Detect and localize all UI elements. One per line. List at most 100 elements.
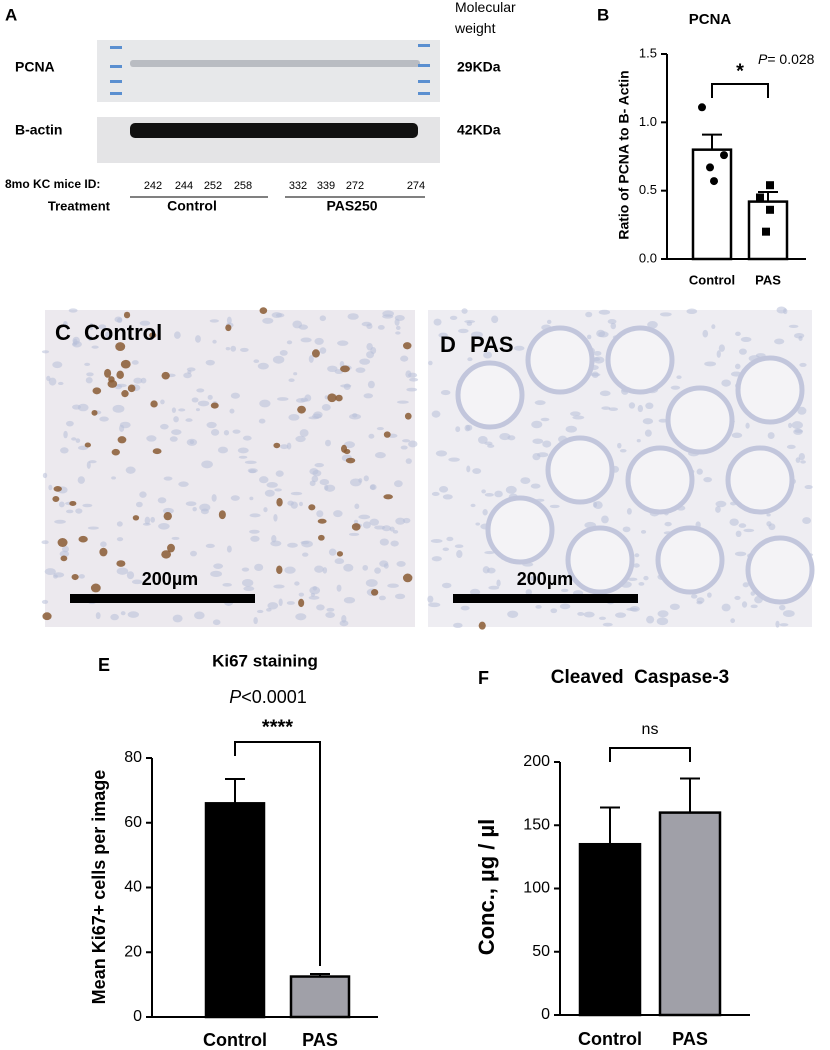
cell <box>484 441 493 446</box>
cell <box>368 433 375 439</box>
cell <box>658 418 668 423</box>
cell <box>237 447 249 454</box>
stained-nucleus <box>276 497 283 507</box>
cell <box>139 491 147 498</box>
cell <box>696 468 703 475</box>
cell <box>766 521 772 527</box>
cell <box>309 586 321 595</box>
cell <box>127 611 140 618</box>
cell <box>775 620 780 628</box>
cell <box>458 328 469 334</box>
cell <box>226 316 232 325</box>
cell <box>707 592 712 598</box>
cell <box>197 400 210 407</box>
cell <box>646 615 655 624</box>
cell <box>636 439 641 443</box>
cell <box>308 595 320 600</box>
cell <box>144 516 151 525</box>
stained-nucleus <box>53 486 62 492</box>
stained-nucleus <box>84 442 91 448</box>
cell <box>626 508 632 515</box>
stained-nucleus <box>383 431 391 438</box>
stained-nucleus <box>327 393 337 403</box>
cell <box>472 468 482 474</box>
cell <box>309 480 316 487</box>
y-tick-label: 50 <box>532 943 550 960</box>
cell <box>460 605 470 611</box>
stained-nucleus <box>120 359 131 369</box>
cell <box>225 346 231 351</box>
p-symbol: P <box>758 51 768 67</box>
stained-nucleus <box>123 311 131 319</box>
cell <box>191 397 199 403</box>
cell <box>431 410 441 418</box>
significance-bracket <box>711 83 769 98</box>
cell <box>321 403 331 411</box>
blot-membrane <box>97 40 440 102</box>
cell <box>158 523 170 530</box>
stained-nucleus <box>167 543 175 553</box>
cell <box>87 335 93 342</box>
cell <box>89 322 94 331</box>
cell <box>319 347 327 354</box>
cell <box>396 560 406 567</box>
cell <box>377 325 385 330</box>
cell <box>206 421 217 429</box>
cell <box>583 611 595 618</box>
cell <box>258 418 266 424</box>
y-tick-label: 0.0 <box>639 250 657 265</box>
cell <box>716 350 721 358</box>
cell <box>405 458 412 464</box>
cell <box>111 476 116 480</box>
cell <box>299 429 309 437</box>
mouse-id: 274 <box>407 180 425 192</box>
cell <box>400 355 409 362</box>
cell <box>337 340 349 346</box>
cell <box>230 392 240 399</box>
panel-label: F <box>478 668 489 688</box>
y-tick-label: 60 <box>124 814 142 831</box>
cell <box>278 598 283 607</box>
cell <box>308 355 314 363</box>
cell <box>735 530 742 538</box>
scale-label: 200µm <box>142 569 198 589</box>
stained-nucleus <box>308 504 316 511</box>
cell <box>358 514 371 520</box>
cell <box>628 402 636 409</box>
cell <box>135 501 143 508</box>
cell <box>190 550 197 557</box>
scale-bar <box>453 594 638 603</box>
cell <box>48 377 57 386</box>
cell <box>117 317 123 324</box>
cell <box>68 308 78 313</box>
gland <box>565 525 635 595</box>
cell <box>54 519 66 524</box>
cell <box>313 411 323 419</box>
cell <box>275 470 284 477</box>
cell <box>334 558 345 565</box>
cell <box>314 337 324 345</box>
p-value: P<0.0001 <box>229 687 307 707</box>
cell <box>298 592 305 597</box>
cell <box>779 604 786 611</box>
cell <box>183 372 192 379</box>
x-tick-label: Control <box>203 1030 267 1050</box>
cell <box>395 331 401 335</box>
gland <box>665 385 735 455</box>
cell <box>471 331 483 339</box>
mw-header: Molecular weight <box>455 0 516 36</box>
cell <box>448 457 460 462</box>
stained-nucleus <box>116 370 124 379</box>
cell <box>477 435 488 444</box>
y-tick-label: 40 <box>124 879 142 896</box>
gland <box>525 325 595 395</box>
mouse-id: 339 <box>317 180 335 192</box>
mouse-id: 244 <box>175 180 193 192</box>
cell <box>791 421 803 430</box>
cell <box>676 375 682 379</box>
cell <box>721 379 731 387</box>
cell <box>280 444 289 450</box>
cell <box>486 567 496 574</box>
cell <box>470 503 476 508</box>
cell <box>406 387 418 392</box>
